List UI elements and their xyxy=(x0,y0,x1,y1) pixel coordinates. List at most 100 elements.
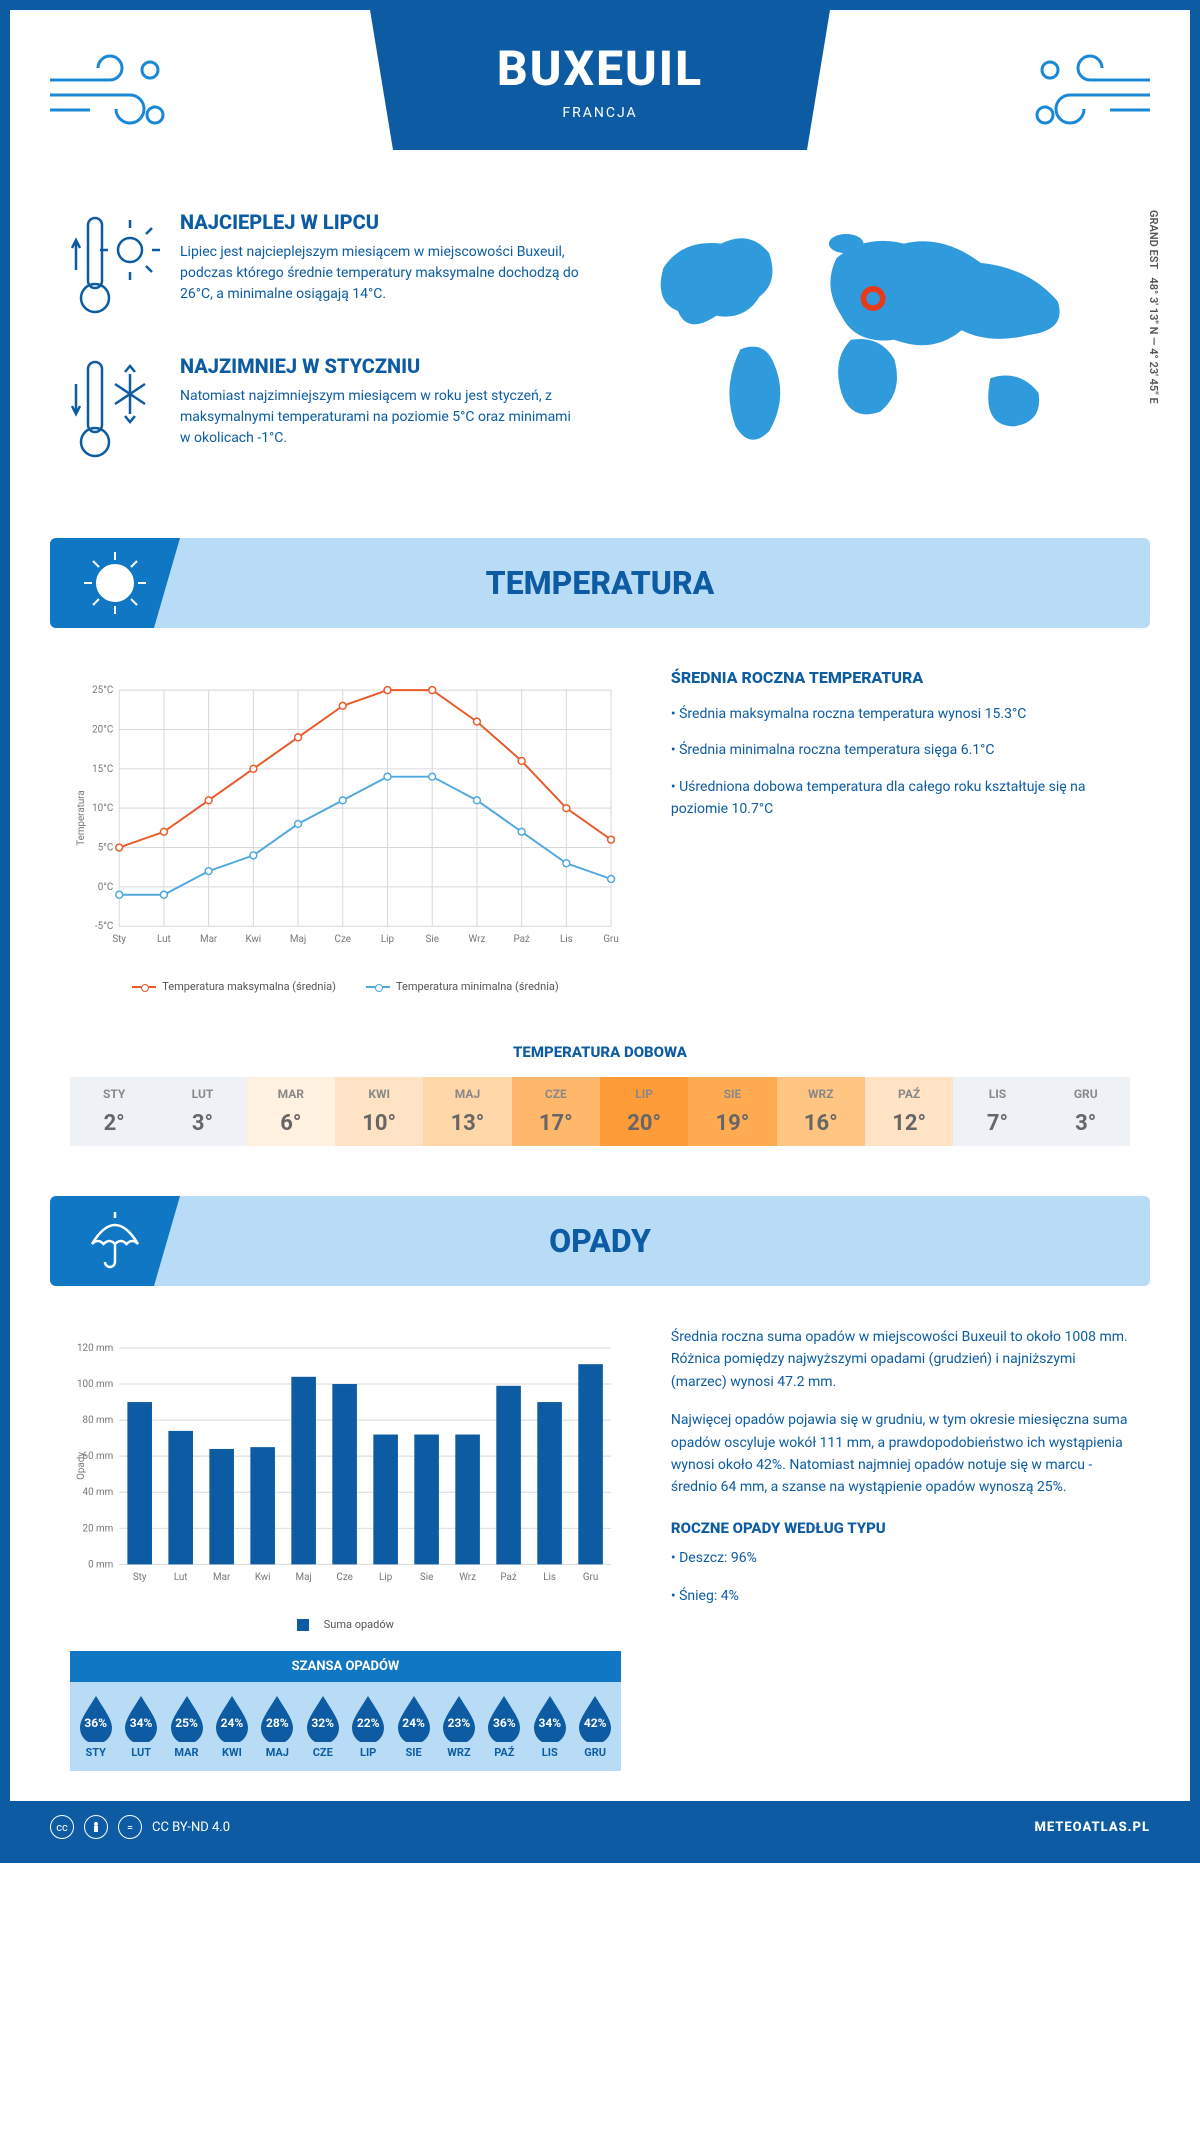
world-map-panel: GRAND EST 48° 3' 13" N — 4° 23' 45" E xyxy=(620,210,1130,498)
legend-sum: Suma opadów xyxy=(297,1618,394,1631)
svg-text:40 mm: 40 mm xyxy=(83,1487,114,1498)
precip-p2: Najwięcej opadów pojawia się w grudniu, … xyxy=(671,1409,1130,1499)
raindrop-icon: 32% xyxy=(303,1694,343,1742)
svg-text:Gru: Gru xyxy=(603,934,618,945)
svg-text:Maj: Maj xyxy=(296,1572,312,1583)
chance-row: 36% STY 34% LUT 25% MAR 24% KWI xyxy=(70,1682,621,1771)
daily-cell: LIP20° xyxy=(600,1077,688,1146)
chance-cell: 42% GRU xyxy=(573,1694,616,1759)
city-name: BUXEUIL xyxy=(370,40,830,97)
section-header-precip: OPADY xyxy=(50,1196,1150,1286)
svg-text:Lip: Lip xyxy=(379,1572,393,1583)
world-map xyxy=(620,210,1130,460)
chance-cell: 36% STY xyxy=(74,1694,117,1759)
svg-text:60 mm: 60 mm xyxy=(83,1451,114,1462)
svg-text:15°C: 15°C xyxy=(92,764,113,775)
raindrop-icon: 36% xyxy=(76,1694,116,1742)
svg-text:0°C: 0°C xyxy=(98,882,114,893)
daily-temp-table: STY2° LUT3° MAR6° KWI10° MAJ13° CZE17° L… xyxy=(70,1077,1130,1146)
svg-text:Mar: Mar xyxy=(200,934,218,945)
chance-cell: 32% CZE xyxy=(301,1694,344,1759)
daily-cell: MAR6° xyxy=(247,1077,335,1146)
temp-chart-legend: Temperatura maksymalna (średnia) Tempera… xyxy=(70,980,621,993)
precip-body: 0 mm20 mm40 mm60 mm80 mm100 mm120 mm Opa… xyxy=(10,1286,1190,1801)
precip-bar-chart: 0 mm20 mm40 mm60 mm80 mm100 mm120 mm Opa… xyxy=(70,1326,621,1606)
chance-cell: 25% MAR xyxy=(165,1694,208,1759)
daily-cell: GRU3° xyxy=(1042,1077,1130,1146)
svg-text:25°C: 25°C xyxy=(92,685,113,696)
by-icon xyxy=(84,1815,108,1839)
svg-text:5°C: 5°C xyxy=(98,842,114,853)
raindrop-icon: 34% xyxy=(121,1694,161,1742)
precip-text: Średnia roczna suma opadów w miejscowośc… xyxy=(671,1326,1130,1771)
svg-text:Lis: Lis xyxy=(560,934,573,945)
temperature-line-chart: -5°C0°C5°C10°C15°C20°C25°CStyLutMarKwiMa… xyxy=(70,668,621,968)
legend-max: Temperatura maksymalna (średnia) xyxy=(132,980,336,993)
precip-legend: Suma opadów xyxy=(70,1618,621,1631)
raindrop-icon: 25% xyxy=(167,1694,207,1742)
svg-text:10°C: 10°C xyxy=(92,803,113,814)
thermometer-hot-icon xyxy=(70,210,160,324)
raindrop-icon: 22% xyxy=(348,1694,388,1742)
chance-cell: 36% PAŹ xyxy=(483,1694,526,1759)
daily-cell: STY2° xyxy=(70,1077,158,1146)
raindrop-icon: 23% xyxy=(439,1694,479,1742)
daily-cell: LUT3° xyxy=(158,1077,246,1146)
chance-cell: 28% MAJ xyxy=(256,1694,299,1759)
raindrop-icon: 28% xyxy=(257,1694,297,1742)
temperature-body: -5°C0°C5°C10°C15°C20°C25°CStyLutMarKwiMa… xyxy=(10,628,1190,1023)
svg-text:Wrz: Wrz xyxy=(469,934,486,945)
svg-text:100 mm: 100 mm xyxy=(77,1379,113,1390)
svg-text:Sie: Sie xyxy=(420,1572,433,1583)
footer-site: METEOATLAS.PL xyxy=(1034,1820,1150,1835)
temp-bullet-1: • Średnia maksymalna roczna temperatura … xyxy=(671,703,1130,725)
daily-cell: SIE19° xyxy=(688,1077,776,1146)
precip-rain: • Deszcz: 96% xyxy=(671,1547,1130,1569)
daily-cell: WRZ16° xyxy=(777,1077,865,1146)
raindrop-icon: 34% xyxy=(530,1694,570,1742)
daily-cell: PAŹ12° xyxy=(865,1077,953,1146)
svg-text:80 mm: 80 mm xyxy=(83,1415,114,1426)
svg-text:Kwi: Kwi xyxy=(246,934,262,945)
title-banner: BUXEUIL FRANCJA xyxy=(370,10,830,150)
svg-text:Cze: Cze xyxy=(336,1572,352,1583)
svg-text:Sty: Sty xyxy=(133,1572,147,1583)
umbrella-icon xyxy=(50,1196,180,1286)
raindrop-icon: 24% xyxy=(212,1694,252,1742)
fact-hottest: NAJCIEPLEJ W LIPCU Lipiec jest najcieple… xyxy=(70,210,580,324)
daily-temp-title: TEMPERATURA DOBOWA xyxy=(10,1043,1190,1061)
section-title-temp: TEMPERATURA xyxy=(180,564,1150,602)
svg-text:0 mm: 0 mm xyxy=(88,1559,113,1570)
raindrop-icon: 42% xyxy=(575,1694,615,1742)
temp-bullet-3: • Uśredniona dobowa temperatura dla całe… xyxy=(671,776,1130,821)
precip-type-title: ROCZNE OPADY WEDŁUG TYPU xyxy=(671,1519,1130,1537)
coords-text: 48° 3' 13" N — 4° 23' 45" E xyxy=(1147,277,1160,403)
svg-text:Sty: Sty xyxy=(112,934,126,945)
svg-text:Opady: Opady xyxy=(76,1452,87,1480)
fact-hot-body: Lipiec jest najcieplejszym miesiącem w m… xyxy=(180,242,580,305)
coords-region: GRAND EST xyxy=(1147,210,1160,269)
precip-snow: • Śnieg: 4% xyxy=(671,1585,1130,1607)
chance-cell: 22% LIP xyxy=(346,1694,389,1759)
footer: cc = CC BY-ND 4.0 METEOATLAS.PL xyxy=(10,1801,1190,1853)
intro-facts: NAJCIEPLEJ W LIPCU Lipiec jest najcieple… xyxy=(70,210,580,498)
thermometer-cold-icon xyxy=(70,354,160,468)
license-text: CC BY-ND 4.0 xyxy=(152,1820,230,1835)
svg-text:20 mm: 20 mm xyxy=(83,1523,114,1534)
svg-text:Sie: Sie xyxy=(425,934,438,945)
chance-cell: 34% LIS xyxy=(528,1694,571,1759)
header: BUXEUIL FRANCJA xyxy=(10,10,1190,190)
nd-icon: = xyxy=(118,1815,142,1839)
sun-icon xyxy=(50,538,180,628)
svg-text:Temperatura: Temperatura xyxy=(76,790,87,846)
svg-text:Lut: Lut xyxy=(174,1572,188,1583)
wind-icon-right xyxy=(1020,40,1160,140)
svg-text:Lis: Lis xyxy=(543,1572,556,1583)
cc-icon: cc xyxy=(50,1815,74,1839)
legend-min-label: Temperatura minimalna (średnia) xyxy=(396,980,559,993)
chance-header: SZANSA OPADÓW xyxy=(70,1651,621,1682)
svg-text:Kwi: Kwi xyxy=(255,1572,271,1583)
fact-cold-title: NAJZIMNIEJ W STYCZNIU xyxy=(180,354,580,378)
legend-min: Temperatura minimalna (średnia) xyxy=(366,980,559,993)
temp-bullet-2: • Średnia minimalna roczna temperatura s… xyxy=(671,739,1130,761)
